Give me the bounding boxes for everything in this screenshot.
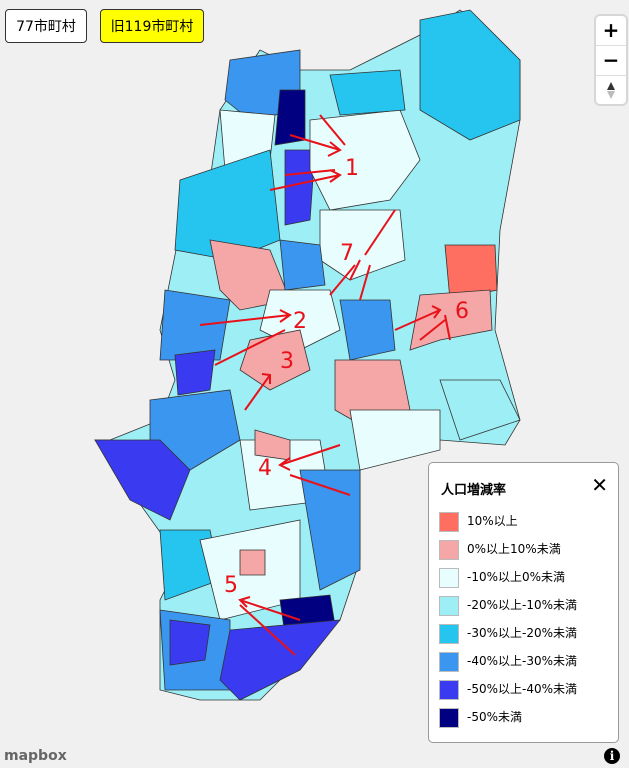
- legend-swatch: [439, 511, 459, 532]
- legend: 人口増減率 ✕ 10%以上 0%以上10%未満 -10%以上0%未満 -20%以上-1…: [428, 462, 619, 743]
- legend-item: 0%以上10%未満: [439, 538, 561, 560]
- region: [159, 289, 231, 361]
- region: [409, 289, 493, 351]
- annotation: 2: [293, 309, 307, 334]
- legend-swatch: [439, 651, 459, 672]
- arrow: [278, 444, 351, 496]
- annotation: 6: [455, 299, 469, 324]
- legend-label: -10%以上0%未満: [467, 570, 566, 584]
- legend-title: 人口増減率: [441, 483, 507, 498]
- compass[interactable]: [596, 76, 626, 105]
- arrow: [329, 209, 396, 301]
- municipalities: [94, 9, 521, 701]
- region: [419, 9, 521, 141]
- region: [94, 439, 191, 521]
- legend-close[interactable]: ✕: [591, 473, 608, 497]
- region: [339, 299, 396, 361]
- region: [169, 619, 211, 666]
- legend-item: -50%以上-40%未満: [439, 678, 577, 700]
- legend-item: -40%以上-30%未満: [439, 650, 577, 672]
- region: [274, 89, 306, 146]
- annotation: 5: [224, 573, 238, 598]
- legend-swatch: [439, 595, 459, 616]
- region: [174, 349, 216, 396]
- region: [279, 239, 326, 291]
- legend-item: 10%以上: [439, 510, 518, 532]
- region: [329, 69, 406, 116]
- arrow: [199, 309, 292, 366]
- legend-swatch: [439, 539, 459, 560]
- legend-swatch: [439, 567, 459, 588]
- arrow: [238, 596, 301, 656]
- zoom-in[interactable]: +: [596, 16, 626, 46]
- legend-label: -40%以上-30%未満: [467, 654, 578, 668]
- annotation: 7: [340, 241, 354, 266]
- annotation: 1: [345, 156, 359, 181]
- legend-label: -30%以上-20%未満: [467, 626, 578, 640]
- legend-item: -20%以上-10%未満: [439, 594, 577, 616]
- region: [439, 379, 521, 441]
- legend-item: -10%以上0%未満: [439, 566, 565, 588]
- info-button[interactable]: i: [604, 748, 620, 764]
- region: [349, 409, 441, 471]
- arrow: [244, 373, 271, 411]
- region: [284, 149, 316, 226]
- legend-label: -20%以上-10%未満: [467, 598, 578, 612]
- legend-label: 0%以上10%未満: [467, 542, 561, 556]
- legend-swatch: [439, 679, 459, 700]
- region: [219, 619, 341, 701]
- annotation: 3: [280, 349, 294, 374]
- legend-label: 10%以上: [467, 514, 518, 528]
- zoom-control: + −: [596, 16, 626, 104]
- arrow: [394, 305, 451, 341]
- region: [239, 549, 266, 576]
- annotations: 1 2 3 4 5 6 7: [224, 156, 469, 598]
- legend-swatch: [439, 707, 459, 728]
- region: [254, 429, 291, 461]
- region: [149, 389, 241, 471]
- legend-label: -50%未満: [467, 710, 523, 724]
- region: [299, 469, 361, 591]
- legend-item: -50%未満: [439, 706, 522, 728]
- zoom-out[interactable]: −: [596, 46, 626, 76]
- arrow: [269, 114, 346, 191]
- legend-item: -30%以上-20%未満: [439, 622, 577, 644]
- button-77[interactable]: 77市町村: [5, 9, 87, 43]
- region: [239, 329, 311, 391]
- mapbox-logo[interactable]: mapbox: [4, 748, 67, 764]
- annotation: 4: [258, 456, 272, 481]
- legend-swatch: [439, 623, 459, 644]
- arrows: [199, 114, 451, 656]
- region: [444, 244, 498, 301]
- legend-label: -50%以上-40%未満: [467, 682, 578, 696]
- compass-icon: [607, 82, 615, 99]
- button-119[interactable]: 旧119市町村: [100, 9, 204, 43]
